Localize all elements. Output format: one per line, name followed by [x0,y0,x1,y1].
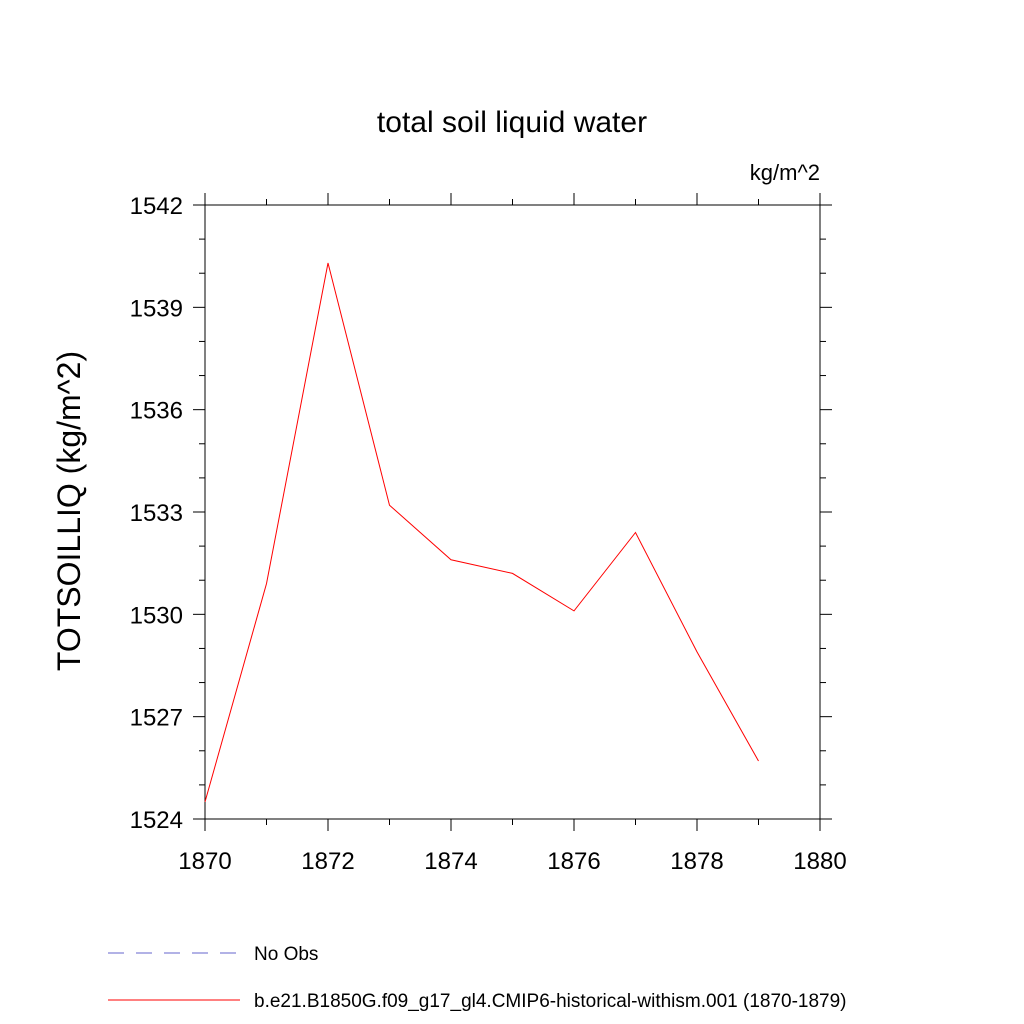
x-tick-label: 1880 [793,848,846,875]
y-tick-label: 1524 [130,807,183,834]
y-tick-label: 1530 [130,602,183,629]
y-tick-label: 1527 [130,705,183,732]
x-tick-label: 1870 [178,848,231,875]
y-tick-label: 1536 [130,398,183,425]
x-tick-label: 1876 [547,848,600,875]
chart-title: total soil liquid water [377,106,647,139]
x-tick-label: 1878 [670,848,723,875]
y-tick-label: 1533 [130,500,183,527]
legend-label: b.e21.B1850G.f09_g17_gl4.CMIP6-historica… [254,991,847,1012]
x-tick-label: 1872 [301,848,354,875]
legend: No Obs b.e21.B1850G.f09_g17_gl4.CMIP6-his… [108,944,847,1012]
y-axis-label: TOTSOILLIQ (kg/m^2) [51,351,87,671]
legend-label: No Obs [254,944,318,965]
units-label: kg/m^2 [750,160,820,185]
series-line-1 [204,262,759,803]
x-tick-label: 1874 [424,848,477,875]
axis-ticks [193,193,832,831]
series-lines [204,262,759,803]
plot-frame [204,204,821,820]
y-tick-label: 1539 [130,295,183,322]
tick-labels: 1870 1872 1874 1876 1878 1880 1524 1527 1530 1533… [130,193,847,875]
y-tick-label: 1542 [130,193,183,220]
